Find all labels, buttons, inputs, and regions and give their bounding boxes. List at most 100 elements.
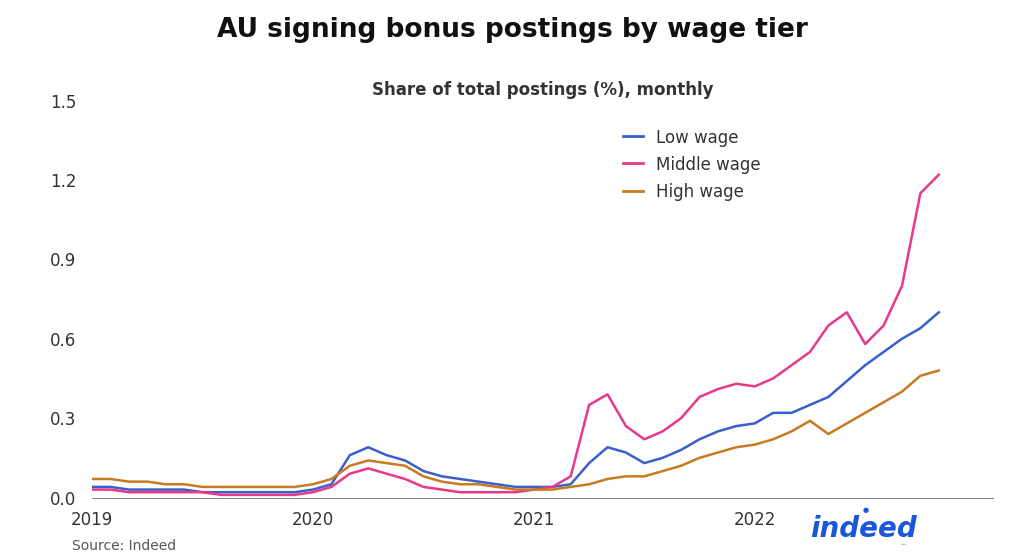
High wage: [381, 459, 393, 466]
Low wage: [344, 452, 356, 458]
Middle wage: [307, 489, 319, 496]
Middle wage: [620, 423, 632, 429]
Low wage: [307, 486, 319, 493]
Low wage: [896, 335, 908, 342]
Low wage: [822, 394, 835, 400]
Middle wage: [933, 172, 945, 178]
Middle wage: [436, 486, 449, 493]
High wage: [804, 418, 816, 424]
High wage: [675, 462, 687, 469]
Line: High wage: High wage: [92, 371, 939, 490]
High wage: [656, 468, 669, 475]
High wage: [399, 462, 412, 469]
Middle wage: [730, 380, 742, 387]
Low wage: [141, 486, 154, 493]
High wage: [638, 473, 650, 480]
Low wage: [546, 484, 558, 490]
Middle wage: [564, 473, 577, 480]
Middle wage: [362, 465, 375, 472]
Middle wage: [749, 383, 761, 390]
Low wage: [841, 378, 853, 385]
High wage: [693, 454, 706, 461]
Middle wage: [638, 436, 650, 443]
High wage: [878, 399, 890, 406]
Low wage: [914, 325, 927, 331]
Middle wage: [841, 309, 853, 316]
High wage: [418, 473, 430, 480]
Line: Low wage: Low wage: [92, 312, 939, 492]
High wage: [362, 457, 375, 464]
High wage: [104, 476, 117, 482]
Middle wage: [86, 486, 98, 493]
High wage: [712, 449, 724, 456]
High wage: [436, 479, 449, 485]
Middle wage: [675, 415, 687, 421]
Low wage: [104, 484, 117, 490]
High wage: [344, 462, 356, 469]
Text: AU signing bonus postings by wage tier: AU signing bonus postings by wage tier: [216, 17, 808, 43]
High wage: [490, 484, 503, 490]
Middle wage: [141, 489, 154, 496]
High wage: [141, 479, 154, 485]
Middle wage: [326, 484, 338, 490]
Middle wage: [583, 401, 595, 408]
Low wage: [215, 489, 227, 496]
High wage: [454, 481, 466, 487]
Low wage: [878, 349, 890, 356]
Title: Share of total postings (%), monthly: Share of total postings (%), monthly: [372, 81, 714, 99]
High wage: [178, 481, 190, 487]
Middle wage: [546, 484, 558, 490]
Middle wage: [656, 428, 669, 435]
Middle wage: [859, 340, 871, 347]
Text: Source: Indeed: Source: Indeed: [72, 539, 176, 553]
High wage: [767, 436, 779, 443]
Middle wage: [123, 489, 135, 496]
High wage: [896, 389, 908, 395]
High wage: [509, 486, 521, 493]
Low wage: [859, 362, 871, 368]
High wage: [730, 444, 742, 451]
Middle wage: [509, 489, 521, 496]
Middle wage: [454, 489, 466, 496]
High wage: [197, 484, 209, 490]
Middle wage: [601, 391, 613, 397]
High wage: [233, 484, 246, 490]
Middle wage: [785, 362, 798, 368]
Low wage: [509, 484, 521, 490]
Low wage: [160, 486, 172, 493]
Middle wage: [178, 489, 190, 496]
Middle wage: [381, 470, 393, 477]
Middle wage: [160, 489, 172, 496]
High wage: [914, 372, 927, 379]
Low wage: [712, 428, 724, 435]
High wage: [289, 484, 301, 490]
Middle wage: [344, 470, 356, 477]
Low wage: [362, 444, 375, 451]
High wage: [841, 420, 853, 427]
Low wage: [490, 481, 503, 487]
Low wage: [638, 459, 650, 466]
Middle wage: [252, 491, 264, 498]
Middle wage: [822, 322, 835, 329]
Line: Middle wage: Middle wage: [92, 175, 939, 495]
Low wage: [289, 489, 301, 496]
Middle wage: [490, 489, 503, 496]
Middle wage: [270, 491, 283, 498]
Low wage: [675, 447, 687, 453]
Low wage: [418, 468, 430, 475]
Low wage: [656, 454, 669, 461]
Middle wage: [418, 484, 430, 490]
High wage: [160, 481, 172, 487]
Middle wage: [767, 375, 779, 382]
High wage: [749, 441, 761, 448]
Middle wage: [712, 386, 724, 392]
High wage: [564, 484, 577, 490]
Low wage: [564, 481, 577, 487]
Middle wage: [472, 489, 484, 496]
Low wage: [197, 489, 209, 496]
Low wage: [233, 489, 246, 496]
Middle wage: [399, 476, 412, 482]
Low wage: [601, 444, 613, 451]
Low wage: [326, 481, 338, 487]
Low wage: [749, 420, 761, 427]
